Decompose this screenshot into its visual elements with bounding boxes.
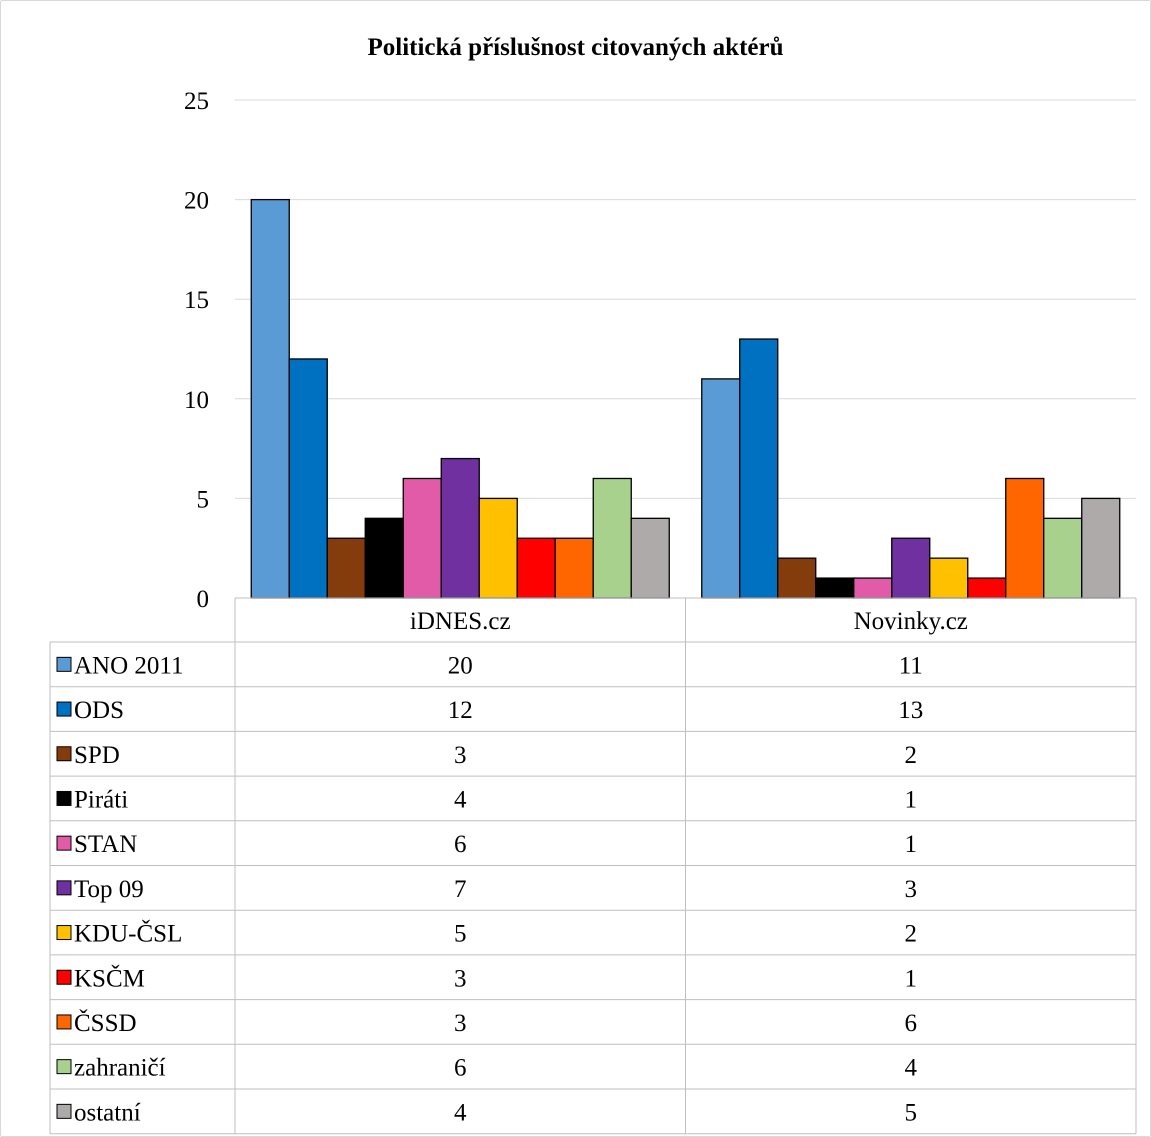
data-label: 20 [448,652,473,679]
bar [815,577,855,599]
data-label: 5 [454,921,467,948]
legend-label: ANO 2011 [74,652,184,679]
bar [701,378,741,599]
data-label: 1 [905,965,918,992]
data-label: 4 [454,1099,467,1126]
bar [478,497,518,599]
legend-key [56,835,72,851]
data-label: 13 [898,697,923,724]
legend-key [56,1014,72,1030]
legend-label: zahraničí [74,1055,166,1082]
legend-label: STAN [74,831,137,858]
y-tick-label: 20 [184,188,209,215]
category-label: Novinky.cz [854,608,968,635]
bar [1005,477,1045,599]
bar [891,537,931,599]
bar [250,198,290,599]
bar [630,517,670,599]
chart-title: Politická příslušnost citovaných aktérů [367,34,784,61]
legend-label: ČSSD [74,1009,137,1037]
data-label: 4 [905,1055,918,1082]
bar [364,517,404,599]
bar [592,477,632,599]
bar [440,457,480,599]
bar [777,557,817,599]
data-label: 3 [454,1010,467,1037]
data-label: 3 [454,742,467,769]
data-label: 7 [454,876,467,903]
bar [1043,517,1083,599]
data-label: 3 [905,876,918,903]
data-label: 1 [905,786,918,813]
bar [516,537,556,599]
legend-label: SPD [74,742,120,769]
legend-key [56,969,72,985]
bar [554,537,594,599]
bar [967,577,1007,599]
bar [1081,497,1121,599]
legend-key [56,790,72,806]
y-tick-label: 15 [184,287,209,314]
y-tick-label: 0 [197,586,210,613]
data-label: 12 [448,697,473,724]
legend-key [56,925,72,941]
y-tick-label: 10 [184,387,209,414]
legend-key [56,880,72,896]
bar [929,557,969,599]
data-label: 2 [905,921,918,948]
legend-key [56,1059,72,1075]
data-label: 11 [899,652,923,679]
bar [853,577,893,599]
data-label: 2 [905,742,918,769]
legend-key [56,656,72,672]
data-label: 6 [905,1010,918,1037]
legend-key [56,701,72,717]
data-label: 1 [905,831,918,858]
legend-key [56,1103,72,1119]
bar [288,358,328,599]
data-label: 5 [905,1099,918,1126]
data-label: 3 [454,965,467,992]
y-tick-label: 25 [184,88,209,115]
legend-label: ostatní [74,1099,141,1126]
legend-label: ODS [74,697,124,724]
bar [402,477,442,599]
legend-label: KDU-ČSL [74,920,182,948]
category-label: iDNES.cz [410,608,511,635]
bar [326,537,366,599]
data-label: 6 [454,1055,467,1082]
legend-key [56,746,72,762]
bar [739,338,779,599]
data-label: 6 [454,831,467,858]
data-label: 4 [454,786,467,813]
legend-label: KSČM [74,964,145,992]
y-tick-label: 5 [197,486,210,513]
legend-label: Piráti [74,786,128,813]
legend-label: Top 09 [74,876,144,903]
